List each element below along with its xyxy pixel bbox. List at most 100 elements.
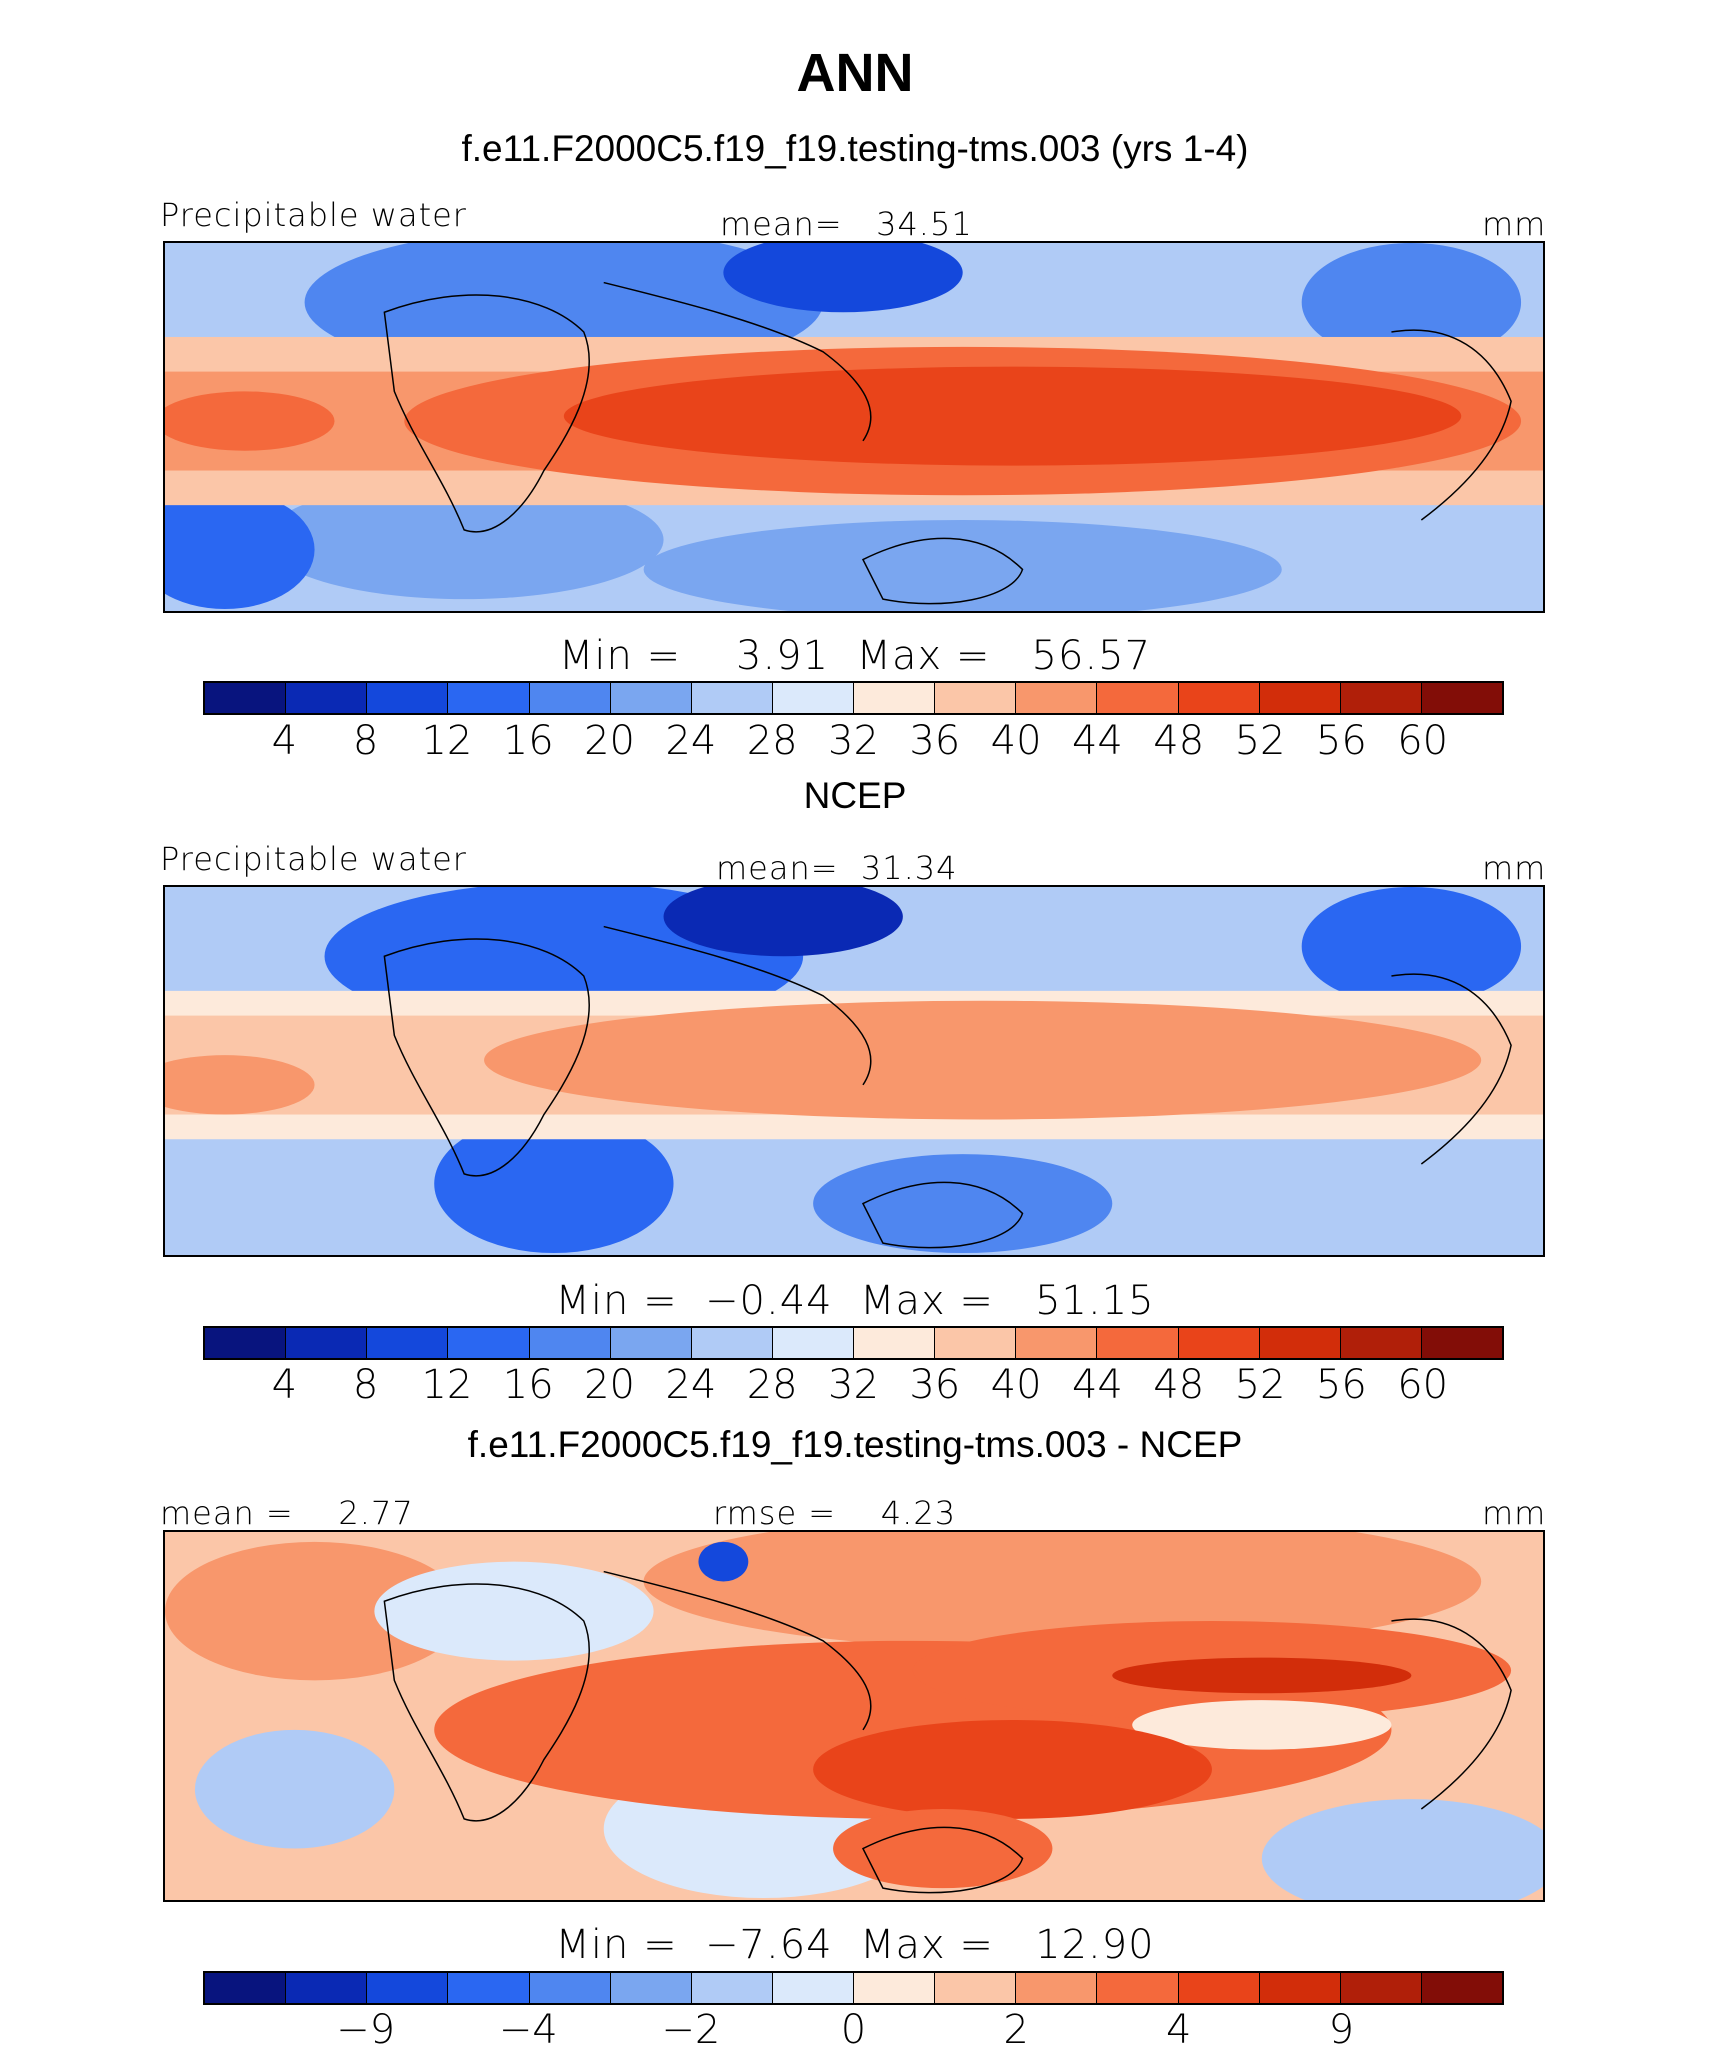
colorbar-tick-label: 52 [1234, 718, 1286, 764]
min-max-label: Min = 3.91 Max = 56.57 [558, 633, 1152, 679]
colorbar-tick-label: 48 [1153, 718, 1205, 764]
colorbar-tick-label: 40 [990, 1362, 1042, 1408]
colorbar [203, 1326, 1504, 1360]
colorbar-swatch [935, 1328, 1017, 1358]
colorbar-tick-label: 8 [352, 718, 379, 764]
colorbar-tick-label: 9 [1328, 2007, 1355, 2053]
colorbar-swatch [1259, 1973, 1341, 2003]
panel-title: f.e11.F2000C5.f19_f19.testing-tms.003 - … [467, 1424, 1243, 1465]
colorbar-swatch [1097, 1328, 1179, 1358]
colorbar-tick-label: 20 [584, 718, 636, 764]
contour-map [163, 1530, 1545, 1902]
colorbar-swatch [772, 1328, 854, 1358]
colorbar [203, 1971, 1504, 2005]
colorbar-swatch [1421, 683, 1502, 713]
colorbar-tick-label: 32 [828, 718, 879, 764]
colorbar-tick-label: 44 [1071, 1362, 1123, 1408]
figure-title: ANN [796, 43, 914, 103]
colorbar-ticks: 4 8 12 16 20 24 28 32 36 40 44 48 52 56 60 [203, 1362, 1504, 1410]
colorbar-swatch [854, 683, 936, 713]
mean-label: mean = 2.77 [160, 1494, 414, 1532]
colorbar-tick-label: −4 [498, 2007, 558, 2053]
min-max-label: Min = −7.64 Max = 12.90 [555, 1922, 1155, 1968]
units-label: mm [1482, 849, 1547, 887]
colorbar-swatch [1259, 1328, 1341, 1358]
colorbar-tick-label: 52 [1234, 1362, 1286, 1408]
colorbar-swatch [854, 1328, 936, 1358]
colorbar-swatch [1340, 683, 1422, 713]
colorbar-swatch [1016, 1973, 1098, 2003]
colorbar-tick-label: 12 [421, 1362, 473, 1408]
colorbar-tick-label: 24 [665, 718, 717, 764]
colorbar-swatch [691, 1328, 773, 1358]
colorbar-swatch [205, 1328, 287, 1358]
colorbar-swatch [529, 683, 611, 713]
colorbar-swatch [529, 1973, 611, 2003]
colorbar-tick-label: 48 [1153, 1362, 1205, 1408]
colorbar-tick-label: 2 [1003, 2007, 1029, 2053]
colorbar-swatch [286, 1328, 368, 1358]
contour-map [163, 241, 1545, 613]
colorbar-swatch [772, 683, 854, 713]
units-label: mm [1482, 1494, 1547, 1532]
colorbar-swatch [1259, 683, 1341, 713]
colorbar-tick-label: 4 [271, 718, 298, 764]
colorbar-swatch [367, 683, 449, 713]
colorbar-tick-label: 56 [1315, 1362, 1367, 1408]
colorbar-tick-label: 0 [840, 2007, 867, 2053]
colorbar-tick-label: 56 [1315, 718, 1367, 764]
colorbar-swatch [1097, 1973, 1179, 2003]
colorbar-tick-label: 12 [421, 718, 473, 764]
colorbar-swatch [1178, 1328, 1260, 1358]
colorbar-swatch [367, 1328, 449, 1358]
colorbar-tick-label: 60 [1397, 718, 1449, 764]
colorbar-tick-label: 36 [909, 1362, 961, 1408]
colorbar-swatch [529, 1328, 611, 1358]
variable-label: Precipitable water [160, 196, 467, 234]
colorbar-swatch [610, 683, 692, 713]
colorbar-tick-label: 60 [1397, 1362, 1449, 1408]
colorbar-tick-label: 36 [909, 718, 961, 764]
colorbar-swatch [691, 683, 773, 713]
colorbar-tick-label: 24 [665, 1362, 717, 1408]
colorbar-swatch [610, 1328, 692, 1358]
units-label: mm [1482, 205, 1547, 243]
colorbar-swatch [205, 683, 287, 713]
colorbar-swatch [448, 1973, 530, 2003]
colorbar-swatch [367, 1973, 449, 2003]
colorbar-tick-label: 4 [271, 1362, 298, 1408]
colorbar-swatch [935, 683, 1017, 713]
panel-title: NCEP [803, 775, 907, 816]
contour-map [163, 885, 1545, 1257]
colorbar-swatch [935, 1973, 1017, 2003]
colorbar-tick-label: −2 [661, 2007, 721, 2053]
colorbar-swatch [691, 1973, 773, 2003]
colorbar-swatch [854, 1973, 936, 2003]
colorbar-tick-label: 44 [1071, 718, 1123, 764]
colorbar-tick-label: 16 [502, 718, 554, 764]
colorbar-tick-label: 32 [828, 1362, 879, 1408]
colorbar-swatch [286, 1973, 368, 2003]
colorbar-tick-label: 8 [352, 1362, 379, 1408]
colorbar-ticks: −9 −4 −2 0 2 4 9 [203, 2007, 1504, 2055]
variable-label: Precipitable water [160, 840, 467, 878]
colorbar-ticks: 4 8 12 16 20 24 28 32 36 40 44 48 52 56 60 [203, 718, 1504, 766]
colorbar-swatch [205, 1973, 287, 2003]
colorbar-tick-label: 4 [1166, 2007, 1192, 2053]
colorbar-swatch [1178, 683, 1260, 713]
colorbar-swatch [1097, 683, 1179, 713]
rmse-label: rmse = 4.23 [713, 1494, 957, 1532]
colorbar-tick-label: −9 [336, 2007, 396, 2053]
colorbar-swatch [1016, 1328, 1098, 1358]
colorbar-swatch [1016, 683, 1098, 713]
colorbar-swatch [286, 683, 368, 713]
colorbar-tick-label: 20 [584, 1362, 636, 1408]
colorbar-swatch [1421, 1328, 1502, 1358]
panel-title: f.e11.F2000C5.f19_f19.testing-tms.003 (y… [461, 128, 1249, 169]
colorbar-tick-label: 28 [746, 718, 798, 764]
colorbar-swatch [1178, 1973, 1260, 2003]
mean-label: mean= 34.51 [720, 205, 973, 243]
colorbar-swatch [1340, 1328, 1422, 1358]
mean-label: mean= 31.34 [716, 849, 958, 887]
colorbar-swatch [448, 683, 530, 713]
